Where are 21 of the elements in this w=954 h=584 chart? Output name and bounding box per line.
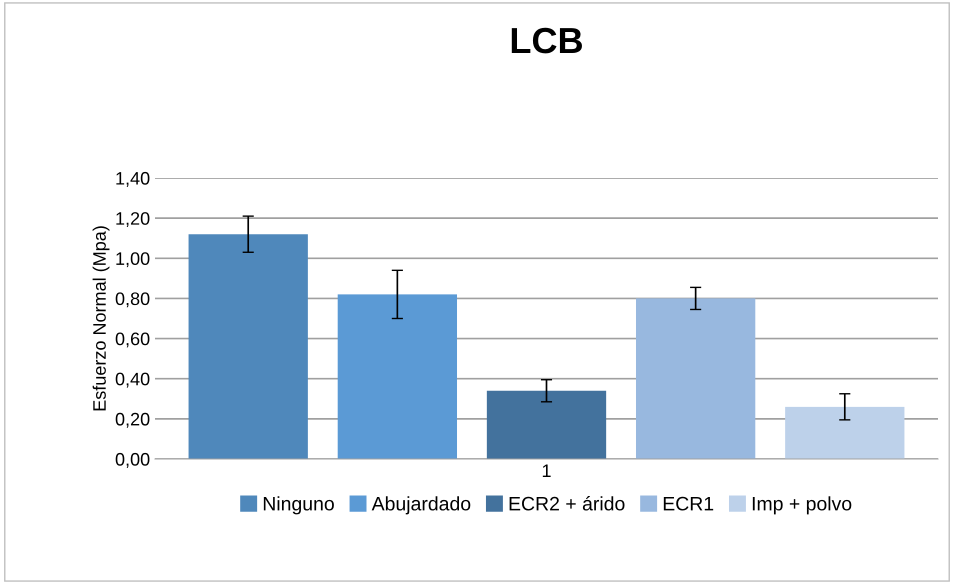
y-tick-label: 1,00 <box>116 252 150 268</box>
y-tick-label: 1,40 <box>116 172 150 187</box>
chart-title: LCB <box>512 28 582 54</box>
x-tick-label: 1 <box>542 464 551 477</box>
bar <box>486 390 606 459</box>
y-axis-title: Esfuerzo Normal (Mpa) <box>92 226 110 410</box>
bar <box>188 234 308 459</box>
y-tick-label: 0,20 <box>116 412 150 428</box>
bar <box>636 298 756 459</box>
bar <box>338 294 458 459</box>
legend-label: Ninguno <box>264 496 334 514</box>
legend-label: Imp + polvo <box>752 496 852 514</box>
legend-label: ECR1 <box>664 496 714 511</box>
legend-label: ECR2 + árido <box>510 496 624 511</box>
legend-label: Abujardado <box>372 496 470 514</box>
y-tick-label: 1,20 <box>116 212 150 227</box>
y-tick-label: 0,00 <box>116 452 150 468</box>
y-tick-label: 0,80 <box>116 292 150 308</box>
y-tick-label: 0,60 <box>116 332 150 348</box>
bar <box>785 406 904 459</box>
y-tick-label: 0,40 <box>116 372 150 388</box>
